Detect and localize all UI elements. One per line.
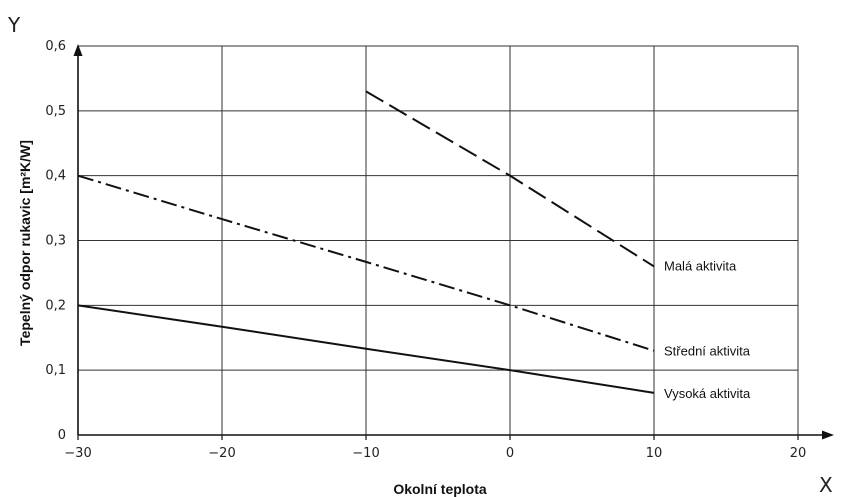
series-line-mala-aktivita [365, 90, 655, 268]
series-line-vysoka-aktivita [77, 304, 655, 394]
series-label-vysoka-aktivita: Vysoká aktivita [664, 386, 751, 401]
y-axis-title: Tepelný odpor rukavic [m²K/W] [17, 140, 33, 346]
x-axis-letter: X [819, 473, 833, 497]
y-axis-letter: Y [7, 13, 21, 37]
series-label-stredni-aktivita: Střední aktivita [664, 344, 751, 359]
x-tick-label: 10 [646, 446, 663, 461]
x-tick-label: 0 [506, 446, 514, 461]
axes: Y X Okolní teplota Tepelný odpor rukavic… [7, 13, 834, 497]
y-tick-label: 0,4 [45, 169, 66, 184]
x-tick-label: −10 [352, 446, 379, 461]
y-tick-label: 0,3 [45, 234, 66, 249]
y-axis-arrow [73, 44, 83, 56]
y-tick-label: 0,2 [45, 298, 66, 313]
tick-labels: 0 0,1 0,2 0,3 0,4 0,5 0,6 −30 −20 −10 0 10 20 [45, 39, 806, 461]
y-tick-label: 0 [58, 428, 66, 443]
x-tick-label: 20 [790, 446, 807, 461]
y-tick-label: 0,5 [45, 104, 66, 119]
series-line-stredni-aktivita [77, 174, 655, 352]
x-tick-label: −20 [208, 446, 235, 461]
x-tick-label: −30 [64, 446, 91, 461]
y-tick-label: 0,1 [45, 363, 66, 378]
series-label-mala-aktivita: Malá aktivita [664, 258, 737, 273]
x-axis-title: Okolní teplota [393, 481, 487, 497]
grid [78, 45, 799, 435]
series-lines [77, 90, 655, 394]
x-axis-arrow [822, 430, 834, 440]
y-tick-label: 0,6 [45, 39, 66, 54]
series-labels: Malá aktivita Střední aktivita Vysoká akti… [664, 258, 751, 400]
